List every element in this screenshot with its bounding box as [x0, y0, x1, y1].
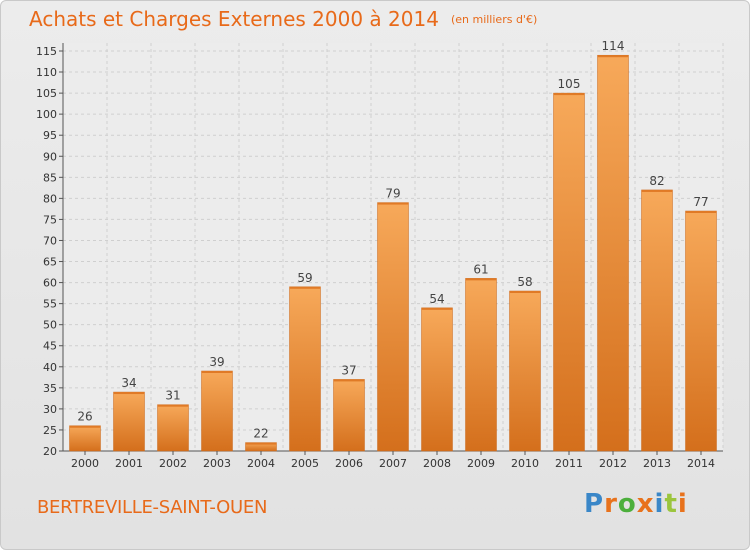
- logo-letter: x: [636, 489, 655, 519]
- x-tick-label: 2004: [247, 457, 275, 470]
- bar-top-2009: [465, 278, 497, 281]
- bar-value-label: 39: [209, 355, 224, 369]
- y-tick-label: 25: [43, 424, 57, 437]
- y-tick-label: 30: [43, 403, 57, 416]
- bar-value-label: 114: [602, 39, 625, 53]
- chart-title-block: Achats et Charges Externes 2000 à 2014 (e…: [29, 7, 537, 31]
- x-tick-label: 2007: [379, 457, 407, 470]
- y-tick-label: 60: [43, 277, 57, 290]
- bar-top-2003: [201, 371, 233, 373]
- x-tick-label: 2012: [599, 457, 627, 470]
- bar-2002: [157, 404, 189, 452]
- commune-name: BERTREVILLE-SAINT-OUEN: [37, 497, 268, 518]
- x-tick-label: 2005: [291, 457, 319, 470]
- bar-value-label: 26: [77, 410, 92, 424]
- bar-top-2010: [509, 291, 541, 293]
- bar-2011: [553, 92, 585, 452]
- bar-top-2011: [553, 93, 585, 96]
- chart-title: Achats et Charges Externes 2000 à 2014: [29, 7, 439, 31]
- bar-value-label: 34: [121, 376, 136, 390]
- logo-letter: i: [654, 489, 665, 519]
- x-tick-label: 2009: [467, 457, 495, 470]
- bar-top-2014: [685, 211, 717, 213]
- bar-2003: [201, 370, 233, 452]
- bar-2009: [465, 278, 497, 452]
- x-tick-label: 2001: [115, 457, 143, 470]
- bar-top-2008: [421, 307, 453, 310]
- x-tick-label: 2014: [687, 457, 715, 470]
- y-tick-label: 35: [43, 382, 57, 395]
- y-tick-label: 85: [43, 171, 57, 184]
- x-tick-label: 2008: [423, 457, 451, 470]
- y-tick-label: 40: [43, 361, 57, 374]
- bar-value-label: 61: [473, 262, 488, 276]
- x-tick-label: 2010: [511, 457, 539, 470]
- y-tick-label: 20: [43, 445, 57, 458]
- bar-2010: [509, 290, 541, 452]
- bar-value-label: 54: [429, 292, 444, 306]
- y-tick-label: 115: [36, 45, 57, 58]
- bar-top-2006: [333, 379, 365, 382]
- y-tick-label: 70: [43, 234, 57, 247]
- bar-2001: [113, 391, 145, 452]
- bar-top-2004: [245, 442, 277, 445]
- logo-letter: r: [604, 489, 618, 519]
- bar-value-label: 22: [253, 427, 268, 441]
- y-tick-label: 65: [43, 256, 57, 269]
- logo-letter: t: [664, 489, 678, 519]
- chart-subtitle: (en milliers d'€): [450, 13, 538, 26]
- bar-2000: [69, 425, 101, 452]
- proxiti-logo: Proxiti: [584, 489, 688, 519]
- y-tick-label: 50: [43, 319, 57, 332]
- bar-value-label: 77: [693, 195, 708, 209]
- bar-top-2013: [641, 189, 673, 192]
- y-tick-label: 100: [36, 108, 57, 121]
- logo-letter: o: [617, 489, 637, 519]
- bar-top-2012: [597, 55, 629, 58]
- logo-letter: i: [677, 489, 688, 519]
- y-tick-label: 90: [43, 150, 57, 163]
- x-tick-label: 2002: [159, 457, 187, 470]
- bar-2007: [377, 202, 409, 452]
- bar-value-label: 105: [558, 77, 581, 91]
- y-tick-label: 110: [36, 66, 57, 79]
- x-tick-label: 2011: [555, 457, 583, 470]
- bar-top-2002: [157, 404, 189, 407]
- bar-top-2007: [377, 202, 409, 205]
- bar-2012: [597, 54, 629, 452]
- y-tick-label: 45: [43, 340, 57, 353]
- x-tick-label: 2013: [643, 457, 671, 470]
- y-tick-label: 80: [43, 192, 57, 205]
- bar-2006: [333, 379, 365, 452]
- bar-top-2005: [289, 286, 321, 289]
- bar-2005: [289, 286, 321, 452]
- bar-value-label: 58: [517, 275, 532, 289]
- x-tick-label: 2003: [203, 457, 231, 470]
- bar-2013: [641, 189, 673, 452]
- logo-letter: P: [584, 489, 605, 519]
- y-tick-label: 55: [43, 298, 57, 311]
- bar-value-label: 37: [341, 363, 356, 377]
- bar-2014: [685, 210, 717, 452]
- y-tick-label: 105: [36, 87, 57, 100]
- bar-value-label: 59: [297, 271, 312, 285]
- bar-2008: [421, 307, 453, 452]
- y-tick-label: 95: [43, 129, 57, 142]
- bar-value-label: 82: [649, 174, 664, 188]
- y-tick-label: 75: [43, 213, 57, 226]
- bar-top-2001: [113, 392, 145, 395]
- x-tick-label: 2006: [335, 457, 363, 470]
- x-tick-label: 2000: [71, 457, 99, 470]
- bar-value-label: 31: [165, 389, 180, 403]
- bar-value-label: 79: [385, 187, 400, 201]
- bar-top-2000: [69, 425, 101, 428]
